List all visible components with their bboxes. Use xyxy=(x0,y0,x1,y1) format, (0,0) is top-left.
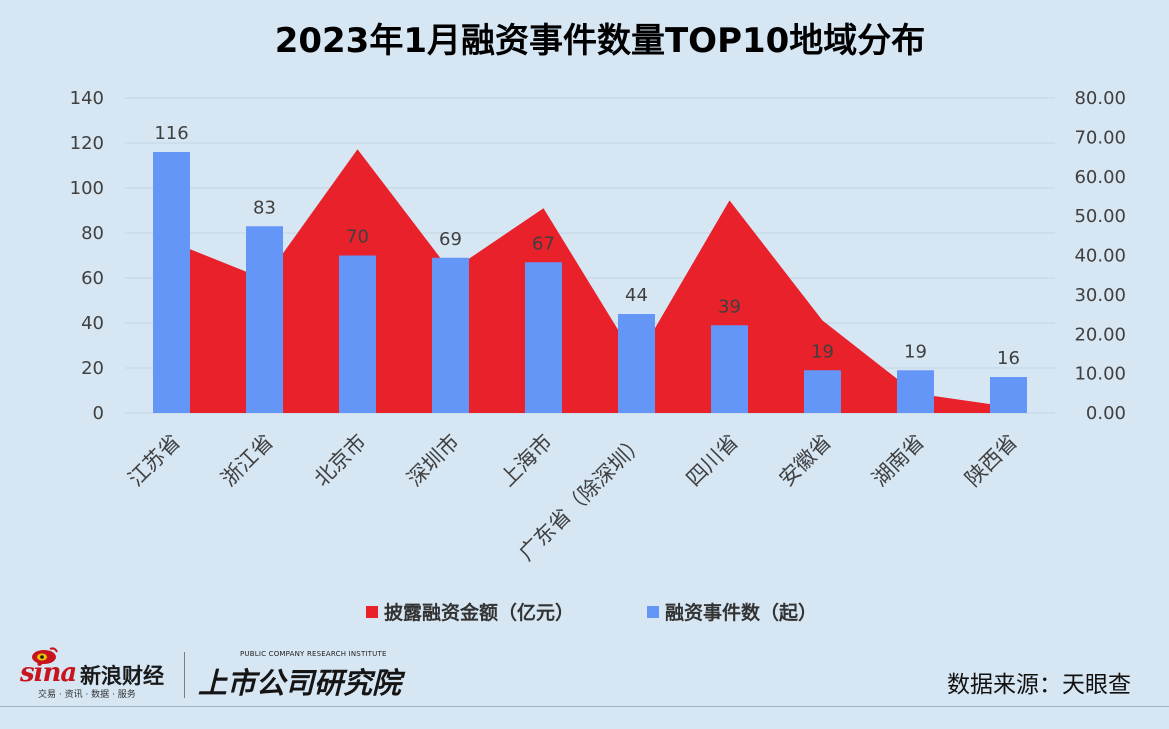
right-axis-tick-label: 60.00 xyxy=(1074,167,1126,188)
bar-data-label: 67 xyxy=(532,233,555,254)
chart: 2023年1月融资事件数量TOP10地域分布 116 83 70 69 67 44 39 19… xyxy=(70,21,1126,624)
institute-english-name: PUBLIC COMPANY RESEARCH INSTITUTE xyxy=(240,650,387,658)
left-axis-tick-label: 60 xyxy=(81,268,104,289)
event-count-bar xyxy=(804,370,841,413)
bar-data-label: 70 xyxy=(346,227,369,248)
left-axis-tick-label: 20 xyxy=(81,358,104,379)
bar-data-label: 116 xyxy=(154,123,188,144)
bar-data-label: 19 xyxy=(811,341,834,362)
left-axis-tick-label: 40 xyxy=(81,313,104,334)
event-count-bar xyxy=(990,377,1027,413)
sina-eye-icon xyxy=(32,647,58,664)
left-axis-tick-label: 120 xyxy=(70,133,104,154)
bar-data-label: 39 xyxy=(718,296,741,317)
bar-data-label: 83 xyxy=(253,197,276,218)
right-axis-ticks: 0.00 10.00 20.00 30.00 40.00 50.00 60.00 70.00 8… xyxy=(1074,88,1126,424)
left-axis-tick-label: 140 xyxy=(70,88,104,109)
sina-finance-logo: sina 新浪财经 交易 · 资讯 · 数据 · 服务 xyxy=(18,646,176,700)
event-count-bar xyxy=(897,370,934,413)
left-axis-ticks: 0 20 40 60 80 100 120 140 xyxy=(70,88,104,424)
bar-data-label: 44 xyxy=(625,285,648,306)
right-axis-tick-label: 10.00 xyxy=(1074,364,1126,385)
right-axis-tick-label: 30.00 xyxy=(1074,285,1126,306)
sina-tagline: 交易 · 资讯 · 数据 · 服务 xyxy=(38,690,136,700)
event-count-bar-series xyxy=(153,152,1027,413)
event-count-bar xyxy=(339,255,376,413)
left-axis-tick-label: 80 xyxy=(81,223,104,244)
category-label: 陕西省 xyxy=(961,430,1023,492)
data-source-note: 数据来源：天眼查 xyxy=(947,672,1131,698)
chart-title: 2023年1月融资事件数量TOP10地域分布 xyxy=(275,21,926,61)
event-count-bar xyxy=(525,262,562,413)
right-axis-tick-label: 40.00 xyxy=(1074,246,1126,267)
right-axis-tick-label: 80.00 xyxy=(1074,88,1126,109)
data-labels: 116 83 70 69 67 44 39 19 19 16 xyxy=(154,123,1020,369)
bar-data-label: 69 xyxy=(439,229,462,250)
right-axis-tick-label: 0.00 xyxy=(1086,403,1126,424)
left-axis-tick-label: 100 xyxy=(70,178,104,199)
institute-chinese-name: 上市公司研究院 xyxy=(198,666,402,700)
logo-divider xyxy=(184,652,185,698)
left-axis-tick-label: 0 xyxy=(93,403,104,424)
category-label: 四川省 xyxy=(682,430,744,492)
right-axis-tick-label: 50.00 xyxy=(1074,206,1126,227)
legend: 披露融资金额（亿元） 融资事件数（起） xyxy=(366,601,817,624)
event-count-bar xyxy=(432,257,469,413)
category-label: 上海市 xyxy=(496,430,558,492)
footer-rule xyxy=(0,706,1169,707)
sina-finance-name: 新浪财经 xyxy=(80,664,164,688)
bar-data-label: 19 xyxy=(904,341,927,362)
category-label: 浙江省 xyxy=(217,430,279,492)
research-institute-logo: PUBLIC COMPANY RESEARCH INSTITUTE 上市公司研究… xyxy=(196,646,426,700)
right-axis-tick-label: 70.00 xyxy=(1074,127,1126,148)
legend-swatch xyxy=(647,606,659,618)
event-count-bar xyxy=(246,226,283,413)
sina-wordmark: sina xyxy=(20,658,77,688)
amount-area-series xyxy=(171,149,1009,413)
legend-label: 融资事件数（起） xyxy=(665,601,817,624)
category-label: 安徽省 xyxy=(775,430,837,492)
right-axis-tick-label: 20.00 xyxy=(1074,324,1126,345)
category-label: 江苏省 xyxy=(124,430,186,492)
category-label: 湖南省 xyxy=(868,430,930,492)
event-count-bar xyxy=(711,325,748,413)
amount-area-fill xyxy=(171,149,1009,413)
event-count-bar xyxy=(153,152,190,413)
legend-swatch xyxy=(366,606,378,618)
bar-data-label: 16 xyxy=(997,348,1020,369)
category-label: 深圳市 xyxy=(403,430,465,492)
legend-label: 披露融资金额（亿元） xyxy=(384,601,574,624)
event-count-bar xyxy=(618,314,655,413)
category-label: 北京市 xyxy=(310,430,372,492)
